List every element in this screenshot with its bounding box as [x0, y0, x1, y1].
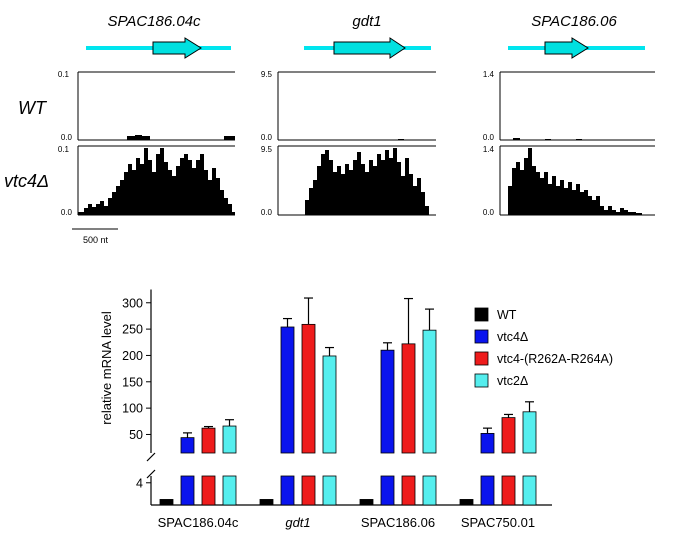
- gene-model-2: [304, 37, 431, 59]
- chart-error-bars: [183, 297, 534, 438]
- bar-wt-spac186-04c: [159, 499, 174, 506]
- y-tick-label: 4: [136, 476, 143, 490]
- legend-swatch: [474, 373, 489, 388]
- bar-vtc2--spac186-06: [422, 329, 437, 454]
- track-wt-2: 9.5 0.0: [261, 70, 436, 142]
- gene-model-1: [86, 37, 231, 59]
- bar-vtc4--spac186-04c: [180, 437, 195, 454]
- y-tick-label: 300: [122, 296, 143, 310]
- bar-vtc4-r262a-r264a--spac750-01: [501, 417, 516, 454]
- legend-swatch: [474, 307, 489, 322]
- gene-title-1: SPAC186.04c: [107, 13, 201, 30]
- legend-label: vtc2Δ: [497, 374, 528, 388]
- chart-axes: 50 100 150 200 250 300 4: [122, 289, 552, 506]
- bar-vtc4-r262a-r264a--gdt1-lower: [301, 475, 316, 506]
- y-tick-label: 200: [122, 349, 143, 363]
- bar-vtc2--spac750-01-lower: [522, 475, 537, 506]
- bar-vtc4--spac186-04c-lower: [180, 475, 195, 506]
- track-wt-3: 1.4 0.0: [483, 70, 655, 142]
- gene-arrow-2: [333, 37, 406, 59]
- bar-wt-spac750-01: [459, 499, 474, 506]
- track-max-label: 1.4: [483, 145, 495, 154]
- legend: WT vtc4Δ vtc4-(R262A-R264A) vtc2Δ: [474, 307, 613, 388]
- bar-vtc2--gdt1: [322, 355, 337, 454]
- axis-break-mark: [146, 452, 156, 462]
- x-tick-label: SPAC750.01: [461, 515, 535, 530]
- track-min-label: 0.0: [61, 208, 73, 217]
- bar-wt-spac186-06: [359, 499, 374, 506]
- bar-vtc4-r262a-r264a--spac186-04c-lower: [201, 475, 216, 506]
- bar-vtc2--spac186-04c: [222, 425, 237, 454]
- track-min-label: 0.0: [483, 208, 495, 217]
- bar-vtc2--spac186-04c-lower: [222, 475, 237, 506]
- bar-vtc4-r262a-r264a--spac186-04c: [201, 427, 216, 454]
- track-max-label: 0.1: [58, 145, 70, 154]
- bar-chart: relative mRNA level 50 100 150 200 250 300 4 S…: [99, 289, 613, 530]
- y-tick-label: 150: [122, 375, 143, 389]
- scale-bar-label: 500 nt: [83, 235, 109, 245]
- y-tick-label: 250: [122, 323, 143, 337]
- gene-title-3: SPAC186.06: [531, 13, 617, 30]
- track-wt-1: 0.1 0.0: [58, 70, 235, 142]
- bar-vtc4-r262a-r264a--spac186-06-lower: [401, 475, 416, 506]
- track-max-label: 9.5: [261, 145, 273, 154]
- row-label-wt: WT: [18, 98, 48, 118]
- track-vtc4-3: 1.4 0.0: [483, 145, 655, 217]
- bar-vtc2--spac750-01: [522, 411, 537, 454]
- axis-break-mark: [146, 469, 156, 479]
- bar-vtc4--gdt1-lower: [280, 475, 295, 506]
- y-axis-label: relative mRNA level: [99, 311, 114, 425]
- gene-arrow-1: [152, 37, 202, 59]
- bar-vtc4-r262a-r264a--gdt1: [301, 323, 316, 454]
- chart-bars: [159, 323, 537, 506]
- y-tick-label: 100: [122, 402, 143, 416]
- track-min-label: 0.0: [61, 133, 73, 142]
- bar-vtc4--spac186-06: [380, 349, 395, 454]
- track-min-label: 0.0: [261, 208, 273, 217]
- bar-vtc4-r262a-r264a--spac750-01-lower: [501, 475, 516, 506]
- track-max-label: 9.5: [261, 70, 273, 79]
- legend-swatch: [474, 351, 489, 366]
- bar-vtc2--spac186-06-lower: [422, 475, 437, 506]
- bar-vtc4--spac750-01-lower: [480, 475, 495, 506]
- bar-vtc2--gdt1-lower: [322, 475, 337, 506]
- bar-wt-gdt1: [259, 499, 274, 506]
- bar-vtc4--gdt1: [280, 326, 295, 454]
- track-max-label: 0.1: [58, 70, 70, 79]
- track-max-label: 1.4: [483, 70, 495, 79]
- legend-label: vtc4Δ: [497, 330, 528, 344]
- legend-label: vtc4-(R262A-R264A): [497, 352, 613, 366]
- track-vtc4-2: 9.5 0.0: [261, 145, 436, 217]
- x-tick-labels: SPAC186.04c gdt1 SPAC186.06 SPAC750.01: [158, 515, 535, 530]
- gene-arrow-3: [544, 37, 589, 59]
- bar-vtc4-r262a-r264a--spac186-06: [401, 343, 416, 454]
- row-label-vtc4: vtc4Δ: [4, 171, 49, 191]
- bar-vtc4--spac186-06-lower: [380, 475, 395, 506]
- y-tick-label: 50: [129, 428, 143, 442]
- gene-model-3: [508, 37, 645, 59]
- x-tick-label: SPAC186.04c: [158, 515, 239, 530]
- x-tick-label: SPAC186.06: [361, 515, 435, 530]
- track-min-label: 0.0: [483, 133, 495, 142]
- track-min-label: 0.0: [261, 133, 273, 142]
- track-vtc4-1: 0.1 0.0: [58, 145, 235, 217]
- legend-label: WT: [497, 308, 517, 322]
- x-tick-label: gdt1: [285, 515, 310, 530]
- bar-vtc4--spac750-01: [480, 433, 495, 454]
- coverage-tracks: 0.1 0.0 9.5 0.0 1.4 0.0 0.1 0.0: [58, 70, 655, 217]
- legend-swatch: [474, 329, 489, 344]
- gene-title-2: gdt1: [352, 13, 381, 30]
